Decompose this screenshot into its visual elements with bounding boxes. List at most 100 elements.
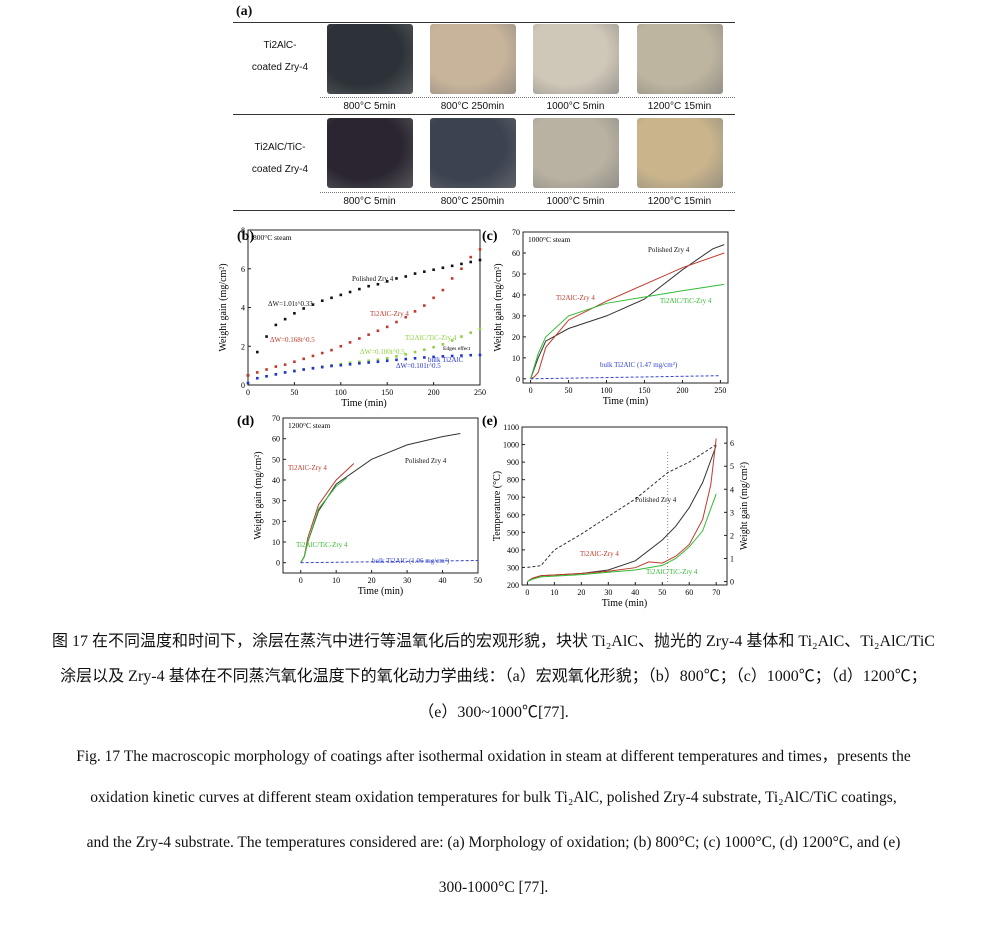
data-point bbox=[395, 320, 398, 324]
x-tick-label: 10 bbox=[550, 588, 558, 597]
panel-label: (c) bbox=[482, 229, 498, 244]
y-tick-label: 0 bbox=[516, 375, 520, 384]
data-point bbox=[469, 255, 473, 259]
x-tick-label: 100 bbox=[335, 388, 347, 397]
sample-photo bbox=[533, 24, 619, 94]
chart-1: (c) 0 50 100 150 200 250 0 10 20 30 40 50 60 70 Time (m… bbox=[482, 228, 729, 407]
caption-en-2: oxidation kinetic curves at different st… bbox=[90, 789, 897, 806]
y-tick-label: 4 bbox=[241, 304, 245, 313]
y-tick-label: 1100 bbox=[503, 423, 519, 432]
x-tick-label: 50 bbox=[565, 386, 573, 395]
y2-tick-label: 1 bbox=[730, 554, 734, 563]
data-point bbox=[274, 365, 278, 368]
condition-label: 800°C 5min bbox=[343, 101, 396, 112]
series-label: Ti2AlC/TiC-Zry 4 bbox=[646, 568, 698, 576]
panel-a-label: (a) bbox=[236, 4, 253, 19]
data-point bbox=[404, 275, 408, 278]
plot-frame bbox=[521, 426, 728, 586]
series-label: Ti2AlC-Zry 4 bbox=[580, 550, 619, 558]
series-label: ΔW=0.101t^0.5 bbox=[396, 362, 441, 370]
data-point bbox=[395, 358, 398, 362]
x-axis-label: Time (min) bbox=[341, 398, 386, 409]
series-label: ΔW=1.01t^0.33 bbox=[268, 300, 313, 308]
chart-0: (b) 0 50 100 150 200 250 0 2 4 6 8 Time (min) Weight … bbox=[218, 226, 486, 409]
y-tick-label: 800 bbox=[507, 476, 519, 485]
row2-label-line: Ti2AlC/TiC- bbox=[254, 142, 306, 153]
condition-label: 800°C 250min bbox=[440, 101, 505, 112]
series-label: Ti2AlC/TiC-Zry 4 bbox=[296, 541, 348, 549]
data-point bbox=[330, 296, 333, 300]
y-tick-label: 40 bbox=[272, 476, 280, 485]
data-point bbox=[413, 310, 417, 313]
data-point bbox=[450, 339, 454, 342]
caption-en-3: and the Zry-4 substrate. The temperature… bbox=[86, 834, 901, 851]
x-axis-label: Time (min) bbox=[603, 396, 648, 407]
edges-effect-label: Edges effect bbox=[443, 345, 471, 352]
data-point bbox=[358, 360, 361, 364]
condition-label: 800°C 250min bbox=[440, 196, 505, 207]
y2-tick-label: 3 bbox=[730, 508, 734, 517]
series-label: Ti2AlC-Zry 4 bbox=[288, 464, 327, 472]
data-point bbox=[376, 329, 380, 333]
x-tick-label: 70 bbox=[712, 588, 720, 597]
data-point bbox=[339, 344, 343, 348]
data-point bbox=[283, 371, 287, 374]
series-label: ΔW=0.168t^0.5 bbox=[270, 336, 315, 344]
series-label: bulk Ti2AlC (1.06 mg/cm²) bbox=[372, 557, 450, 565]
x-tick-label: 0 bbox=[525, 588, 529, 597]
y2-tick-label: 5 bbox=[730, 462, 734, 471]
data-point bbox=[376, 360, 380, 364]
row2-label: Ti2AlC/TiC-coated Zry-4 bbox=[235, 137, 325, 181]
data-point bbox=[293, 369, 296, 373]
sample-photo bbox=[327, 24, 413, 94]
data-point bbox=[348, 341, 352, 344]
data-point bbox=[469, 353, 473, 357]
data-point bbox=[255, 350, 259, 354]
y-tick-label: 30 bbox=[272, 497, 280, 506]
x-tick-label: 40 bbox=[439, 576, 447, 585]
x-tick-label: 30 bbox=[604, 588, 612, 597]
data-point bbox=[404, 357, 408, 361]
series-line bbox=[530, 375, 721, 380]
data-point bbox=[358, 337, 361, 340]
y2-tick-label: 2 bbox=[730, 531, 734, 540]
data-point bbox=[376, 358, 380, 362]
data-point bbox=[367, 284, 370, 288]
x-tick-label: 20 bbox=[577, 588, 585, 597]
data-point bbox=[367, 361, 370, 364]
data-point bbox=[339, 293, 343, 297]
data-point bbox=[441, 343, 445, 346]
sample-photo bbox=[430, 118, 516, 188]
data-point bbox=[423, 270, 426, 273]
x-tick-label: 150 bbox=[381, 388, 393, 397]
x-tick-label: 200 bbox=[428, 388, 440, 397]
data-point bbox=[460, 354, 463, 357]
x-axis-label: Time (min) bbox=[358, 586, 403, 597]
x-tick-label: 250 bbox=[714, 386, 726, 395]
row1-label-line: coated Zry-4 bbox=[251, 62, 309, 73]
data-point bbox=[404, 353, 408, 356]
data-point bbox=[460, 262, 463, 266]
x-tick-label: 0 bbox=[529, 386, 533, 395]
y-tick-label: 20 bbox=[272, 517, 280, 526]
data-point bbox=[348, 361, 352, 365]
data-point bbox=[311, 367, 315, 370]
data-point bbox=[478, 327, 482, 331]
y2-tick-label: 4 bbox=[730, 485, 734, 494]
y-tick-label: 2 bbox=[241, 342, 245, 351]
series-line bbox=[530, 244, 725, 379]
data-point bbox=[413, 350, 417, 354]
x-tick-label: 200 bbox=[676, 386, 688, 395]
x-tick-label: 30 bbox=[403, 576, 411, 585]
y-tick-label: 700 bbox=[507, 493, 519, 502]
condition-label: 1000°C 5min bbox=[546, 196, 605, 207]
data-point bbox=[432, 268, 435, 272]
y-tick-label: 70 bbox=[272, 414, 280, 423]
sample-photo bbox=[533, 118, 619, 188]
data-point bbox=[283, 363, 287, 366]
y-axis-label: Weight gain (mg/cm²) bbox=[253, 451, 264, 539]
y-tick-label: 300 bbox=[507, 563, 519, 572]
x-tick-label: 50 bbox=[290, 388, 298, 397]
data-point bbox=[320, 365, 324, 369]
data-point bbox=[311, 354, 315, 358]
